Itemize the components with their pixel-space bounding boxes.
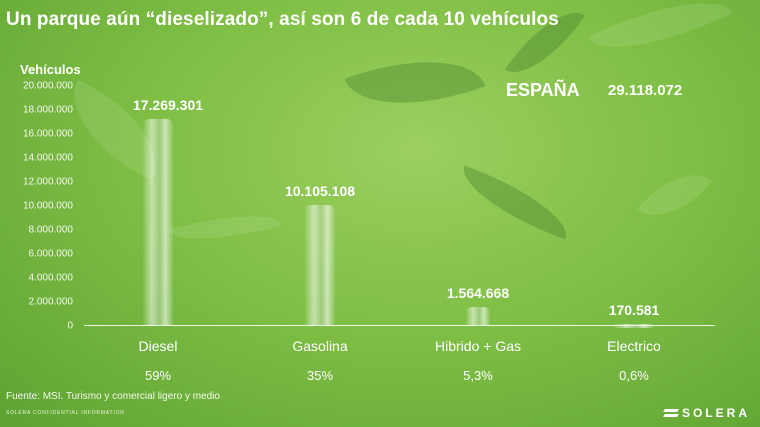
bar-gasolina: [305, 204, 335, 326]
y-tick-label: 10.000.000: [22, 200, 73, 212]
bar-value-label: 1.564.668: [446, 285, 510, 302]
brand-name: SOLERA: [681, 406, 750, 420]
bar-hibrido-gas: [466, 307, 490, 326]
bar-value-label: 170.581: [608, 301, 660, 318]
confidential-notice: SOLERA CONFIDENTIAL INFORMATION: [6, 410, 125, 416]
bar-value-label: 10.105.108: [284, 182, 356, 199]
bar-value-label: 17.269.301: [132, 96, 204, 113]
percentage-label: 35%: [306, 368, 334, 383]
solera-logo: SOLERA: [664, 406, 750, 420]
y-tick-label: 8.000.000: [28, 224, 74, 236]
y-tick-label: 18.000.000: [22, 104, 73, 116]
solera-logo-icon: [664, 409, 678, 418]
y-tick-label: 2.000.000: [28, 296, 74, 308]
percentage-label: 5,3%: [463, 368, 493, 383]
y-axis-label: Vehículos: [20, 62, 81, 77]
y-tick-label: 6.000.000: [28, 248, 74, 260]
country-total: 29.118.072: [608, 82, 683, 99]
chart-title: Un parque aún “dieselizado”, así son 6 d…: [6, 9, 559, 30]
bar-diesel: [143, 118, 173, 326]
category-label: Hibrido + Gas: [435, 338, 521, 354]
y-tick-label: 20.000.000: [22, 80, 73, 92]
bar-electrico: [614, 323, 654, 328]
country-label: ESPAÑA: [506, 80, 580, 100]
y-tick-label: 0: [67, 320, 73, 332]
y-tick-label: 16.000.000: [22, 128, 73, 140]
y-tick-label: 4.000.000: [28, 272, 74, 284]
x-axis-line: [84, 325, 715, 326]
category-label: Electrico: [607, 338, 661, 354]
category-label: Diesel: [138, 338, 178, 354]
y-tick-label: 14.000.000: [22, 152, 73, 164]
percentage-label: 59%: [144, 368, 172, 383]
percentage-label: 0,6%: [619, 368, 649, 383]
source-note: Fuente: MSI. Turismo y comercial ligero …: [6, 391, 220, 402]
y-tick-label: 12.000.000: [22, 176, 73, 188]
category-label: Gasolina: [292, 338, 348, 354]
